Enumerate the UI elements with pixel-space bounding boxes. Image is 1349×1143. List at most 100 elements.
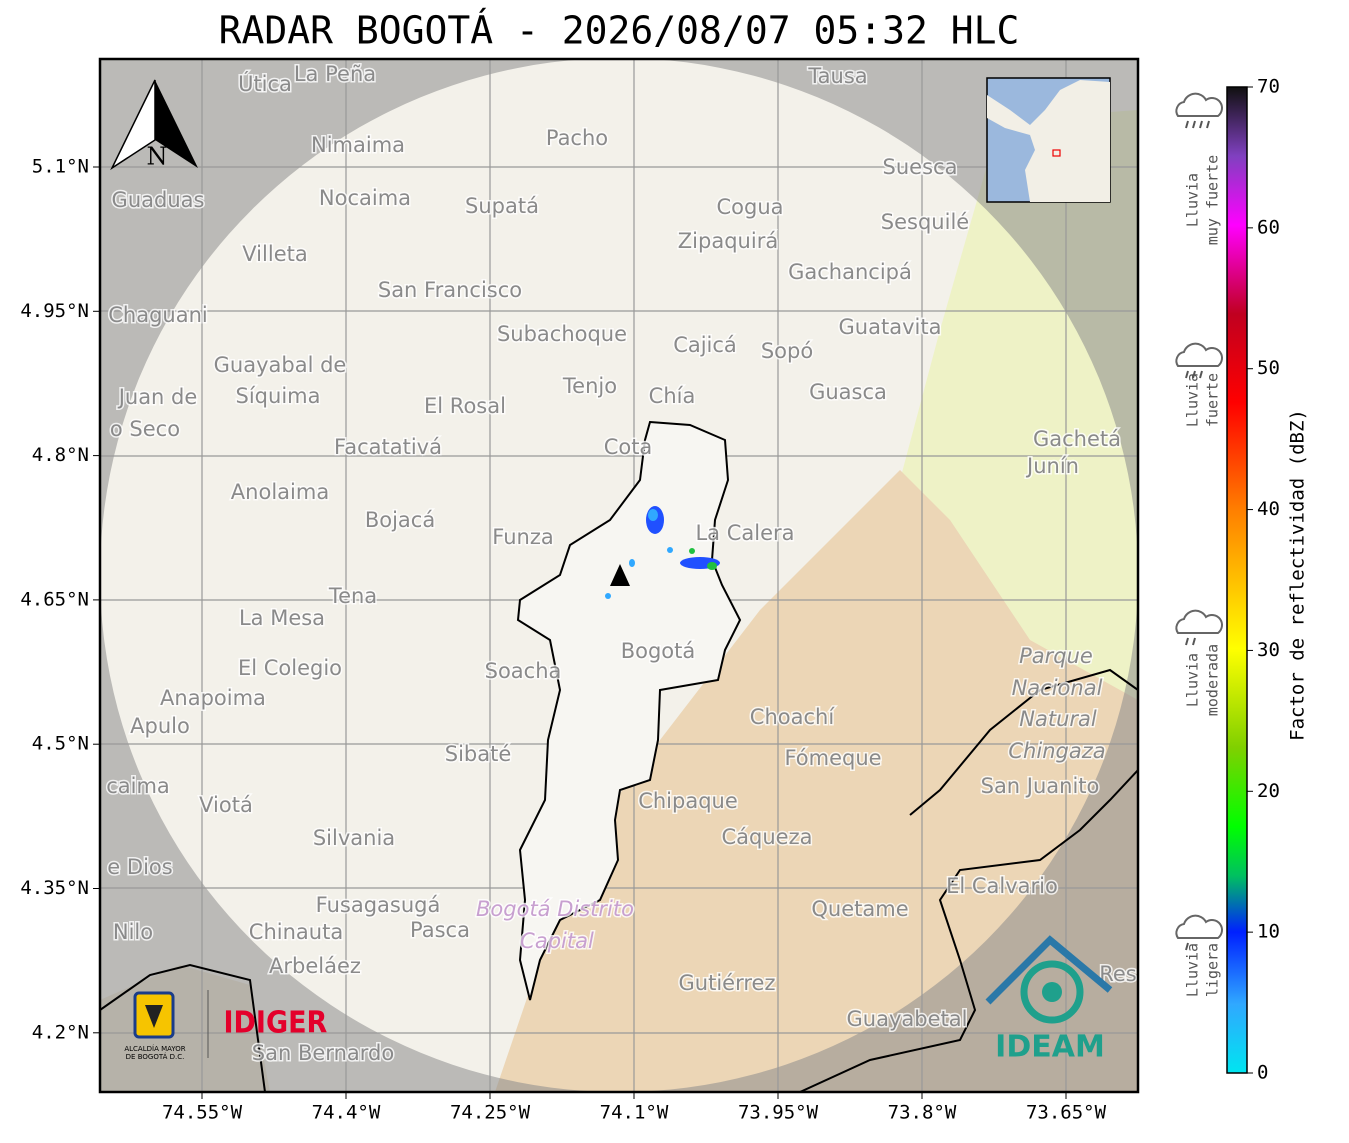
terrain <box>495 470 1138 1092</box>
y-tick-label: 4.35°N <box>20 877 89 899</box>
rain-label: Lluvia <box>1184 173 1202 227</box>
logo-ideam-text: IDEAM <box>995 1030 1105 1065</box>
place-label: Útica <box>238 71 292 96</box>
rain-icon <box>1175 609 1223 646</box>
place-label: Chía <box>649 384 696 408</box>
place-label: Nimaima <box>311 133 405 157</box>
north-label: N <box>147 143 168 171</box>
y-tick-label: 5.1°N <box>32 156 89 178</box>
place-label: Sibaté <box>445 742 512 766</box>
place-label: Pacho <box>546 126 608 150</box>
place-label: Guatavita <box>839 315 942 339</box>
place-label: Bojacá <box>365 508 435 532</box>
map-frame <box>98 57 1140 1094</box>
colorbar-tick-label: 30 <box>1257 639 1280 661</box>
place-label: Sopó <box>761 339 813 363</box>
x-tick-label: 73.95°W <box>738 1102 819 1124</box>
place-label: Anapoima <box>160 686 266 710</box>
rain-label: Lluvia <box>1184 373 1202 427</box>
cloud <box>1175 609 1223 634</box>
place-label: Tena <box>328 584 377 608</box>
logo-ideam: IDEAM <box>985 935 1113 1065</box>
place-label: Cajicá <box>673 333 737 357</box>
rain-drop <box>1192 637 1196 646</box>
place-label: Supatá <box>465 194 539 218</box>
place-label: El Rosal <box>424 394 506 418</box>
place-label: Sesquilé <box>881 210 969 234</box>
rain-drop <box>1185 120 1189 129</box>
colorbar-tick-label: 10 <box>1257 921 1280 943</box>
logo-idiger: IDIGER <box>223 1005 327 1040</box>
rain-drop <box>1206 120 1210 129</box>
colorbar-label: Factor de reflectividad (dBZ) <box>1287 409 1309 741</box>
x-tick-label: 73.8°W <box>888 1102 957 1124</box>
place-label: Guayabetal <box>847 1007 968 1031</box>
rain-drop <box>1199 120 1203 129</box>
radar-site <box>610 564 630 586</box>
rain-drop <box>1185 637 1189 646</box>
place-label: Soacha <box>485 659 562 683</box>
rain-label: Lluvia <box>1184 943 1202 997</box>
place-label: e Dios <box>107 855 172 879</box>
rain-drop <box>1192 120 1196 129</box>
x-tick-label: 74.55°W <box>162 1102 243 1124</box>
colorbar-tick-label: 60 <box>1257 216 1280 238</box>
rain-label: muy fuerte <box>1204 155 1222 245</box>
place-label: Guaduas <box>112 188 205 212</box>
place-label: Suesca <box>883 155 958 179</box>
place-label: Zipaquirá <box>678 229 778 253</box>
place-label: Villeta <box>242 242 307 266</box>
place-label: Choachí <box>750 705 836 729</box>
place-label: San Bernardo <box>252 1041 394 1065</box>
place-label: Guayabal de <box>214 353 347 377</box>
rain-drop <box>1185 370 1189 379</box>
y-tick-label: 4.65°N <box>20 588 89 610</box>
place-label: Res <box>1099 962 1137 986</box>
place-label: Natural <box>1019 707 1097 731</box>
rain-icon <box>1175 914 1223 951</box>
logo-alcaldia: ALCALDÍA MAYOR DE BOGOTÁ D.C. <box>124 990 209 1061</box>
place-label: Arbeláez <box>269 954 361 978</box>
cloud <box>1175 914 1223 939</box>
place-label: Bogotá <box>621 639 696 663</box>
colorbar-tick-label: 20 <box>1257 780 1280 802</box>
place-label: Fusagasugá <box>316 893 441 917</box>
place-label: Facatativá <box>334 435 442 459</box>
place-label: Funza <box>492 525 553 549</box>
place-label: Nacional <box>1012 676 1103 700</box>
place-label: Síquima <box>236 384 321 408</box>
north-arrow: N <box>110 79 198 171</box>
place-label: Anolaima <box>231 480 329 504</box>
place-label: Chaguani <box>108 303 208 327</box>
reflectivity-echoes <box>605 506 720 599</box>
place-label: Fómeque <box>784 746 881 770</box>
place-label: Silvania <box>313 826 395 850</box>
place-label: o Seco <box>110 417 180 441</box>
place-label: Gutiérrez <box>679 971 776 995</box>
title: RADAR BOGOTÁ - 2026/08/07 05:32 HLC <box>219 9 1020 53</box>
place-label: Quetame <box>811 897 908 921</box>
place-label: La Mesa <box>239 606 325 630</box>
place-label: caima <box>106 774 170 798</box>
boundary <box>100 963 266 1092</box>
colorbar-tick-label: 40 <box>1257 498 1280 520</box>
rain-icon <box>1175 92 1223 129</box>
place-label: El Calvario <box>946 874 1058 898</box>
place-label: Viotá <box>199 793 253 817</box>
place-label: Juan de <box>117 385 198 409</box>
place-label: Cogua <box>716 195 783 219</box>
cloud <box>1175 92 1223 117</box>
map: Útica La Peña Tausa Pacho Nimaima Guaduas Noca… <box>100 59 1138 1092</box>
rain-drop <box>1192 370 1196 379</box>
place-label: Chinauta <box>249 920 343 944</box>
place-label: Cáqueza <box>722 825 813 849</box>
place-label: Gachetá <box>1033 427 1121 451</box>
place-label: Subachoque <box>497 322 627 346</box>
x-tick-label: 74.4°W <box>312 1102 381 1124</box>
colorbar-tick-label: 50 <box>1257 357 1280 379</box>
place-label: Tausa <box>807 64 867 88</box>
colorbar-tick-label: 0 <box>1257 1062 1268 1084</box>
place-label: Cota <box>604 435 653 459</box>
place-label: San Francisco <box>378 278 522 302</box>
